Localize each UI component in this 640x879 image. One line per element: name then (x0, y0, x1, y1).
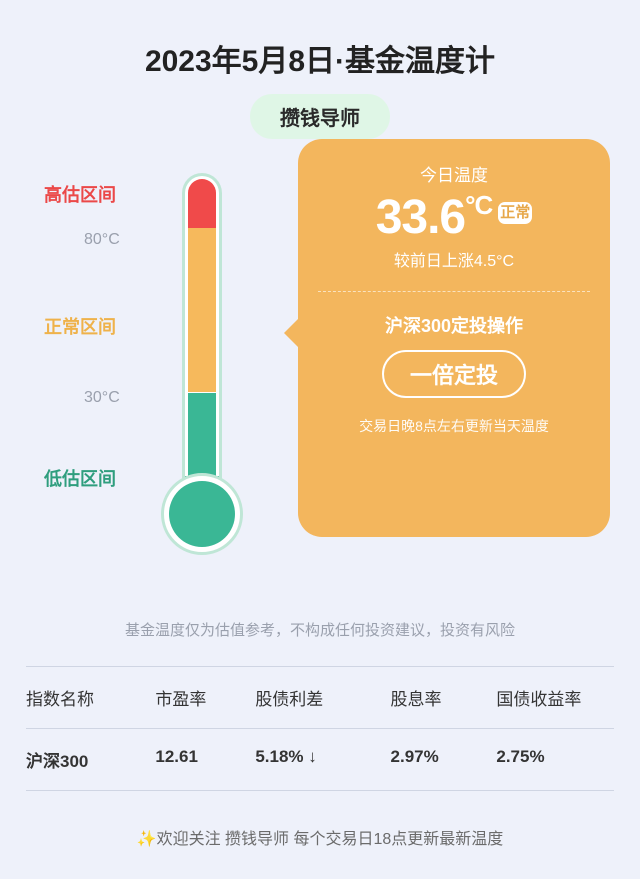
thermo-bulb (161, 473, 243, 555)
disclaimer: 基金温度仅为估值参考，不构成任何投资建议，投资有风险 (0, 619, 640, 640)
col-name: 指数名称 (26, 685, 155, 710)
zone-normal-label: 正常区间 (44, 313, 124, 339)
cell-name: 沪深300 (26, 747, 155, 772)
zone-high-label: 高估区间 (44, 181, 124, 207)
status-badge: 正常 (498, 202, 532, 224)
zone-low-label: 低估区间 (44, 465, 124, 491)
table-header: 指数名称 市盈率 股债利差 股息率 国债收益率 (26, 666, 614, 728)
today-temp-label: 今日温度 (312, 161, 596, 186)
delta-text: 较前日上涨4.5°C (312, 247, 596, 271)
thermo-seg-normal (188, 228, 216, 393)
page-title: 2023年5月8日·基金温度计 (0, 0, 640, 80)
thermometer: 高估区间 正常区间 低估区间 80°C 30°C (24, 163, 294, 583)
col-spread: 股债利差 (255, 685, 390, 710)
operation-value: 一倍定投 (382, 350, 526, 398)
col-pe: 市盈率 (155, 685, 255, 710)
operation-title: 沪深300定投操作 (312, 312, 596, 338)
page-footer: ✨欢迎关注 攒钱导师 每个交易日18点更新最新温度 (0, 825, 640, 849)
table-row: 沪深300 12.61 5.18% ↓ 2.97% 2.75% (26, 728, 614, 791)
card-divider (318, 291, 590, 292)
tick-80: 80°C (84, 231, 120, 249)
col-dividend: 股息率 (391, 685, 497, 710)
brand-pill: 攒钱导师 (250, 94, 390, 139)
thermo-seg-low (188, 393, 216, 485)
cell-dividend: 2.97% (391, 747, 497, 772)
today-temp-value: 33.6°C (376, 190, 493, 245)
info-card: 今日温度 33.6°C 正常 较前日上涨4.5°C 沪深300定投操作 一倍定投… (298, 139, 610, 537)
card-arrow-icon (284, 317, 300, 349)
tick-30: 30°C (84, 389, 120, 407)
cell-spread: 5.18% ↓ (255, 747, 390, 772)
col-bond: 国债收益率 (496, 685, 614, 710)
cell-pe: 12.61 (155, 747, 255, 772)
thermo-seg-high (188, 179, 216, 228)
card-footer: 交易日晚8点左右更新当天温度 (312, 416, 596, 436)
cell-bond: 2.75% (496, 747, 614, 772)
index-table: 指数名称 市盈率 股债利差 股息率 国债收益率 沪深300 12.61 5.18… (26, 666, 614, 791)
